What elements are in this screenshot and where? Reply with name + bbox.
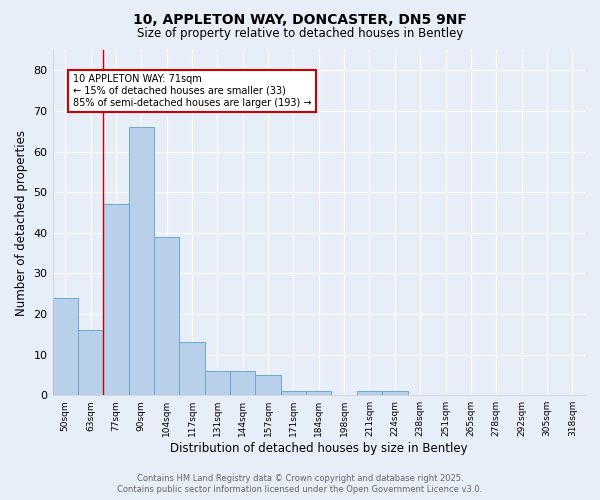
Bar [179,342,205,395]
Bar [78,330,103,395]
Bar [256,375,281,395]
Bar [205,371,230,395]
Text: 10, APPLETON WAY, DONCASTER, DN5 9NF: 10, APPLETON WAY, DONCASTER, DN5 9NF [133,12,467,26]
Bar [230,371,256,395]
Y-axis label: Number of detached properties: Number of detached properties [15,130,28,316]
Bar [53,298,78,395]
X-axis label: Distribution of detached houses by size in Bentley: Distribution of detached houses by size … [170,442,467,455]
Bar [306,391,331,395]
Text: Size of property relative to detached houses in Bentley: Size of property relative to detached ho… [137,28,463,40]
Text: Contains HM Land Registry data © Crown copyright and database right 2025.
Contai: Contains HM Land Registry data © Crown c… [118,474,482,494]
Bar [103,204,128,395]
Bar [154,237,179,395]
Bar [281,391,306,395]
Bar [128,127,154,395]
Text: 10 APPLETON WAY: 71sqm
← 15% of detached houses are smaller (33)
85% of semi-det: 10 APPLETON WAY: 71sqm ← 15% of detached… [73,74,311,108]
Bar [357,391,382,395]
Bar [382,391,407,395]
